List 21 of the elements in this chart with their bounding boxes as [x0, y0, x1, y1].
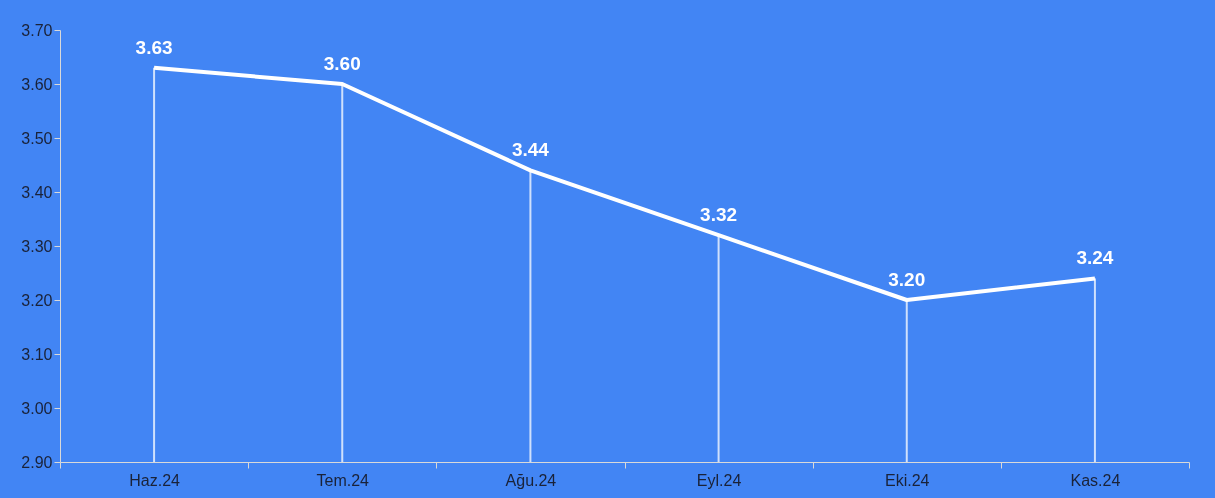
- x-tick-label: Eyl.24: [696, 471, 742, 489]
- data-label: 3.60: [323, 53, 361, 74]
- data-label: 3.20: [888, 269, 926, 290]
- y-tick-label: 3.70: [21, 21, 53, 39]
- y-tick-label: 3.50: [21, 129, 53, 147]
- y-tick-label: 3.00: [21, 399, 53, 417]
- x-tick-label: Tem.24: [316, 471, 370, 489]
- data-label: 3.44: [511, 139, 550, 161]
- y-tick-label: 3.30: [21, 237, 53, 255]
- x-tick-label: Kas.24: [1070, 471, 1121, 489]
- y-tick-label: 3.20: [21, 291, 53, 309]
- y-tick-label: 2.90: [21, 453, 53, 471]
- y-tick-label: 3.40: [21, 183, 53, 201]
- data-label: 3.24: [1076, 247, 1114, 269]
- x-tick-label: Ağu.24: [505, 471, 557, 489]
- data-label: 3.32: [700, 204, 738, 226]
- y-tick-label: 3.60: [21, 75, 53, 93]
- x-tick-label: Eki.24: [885, 471, 930, 489]
- data-label: 3.63: [135, 36, 173, 58]
- x-tick-label: Haz.24: [129, 471, 181, 489]
- y-tick-label: 3.10: [21, 345, 53, 363]
